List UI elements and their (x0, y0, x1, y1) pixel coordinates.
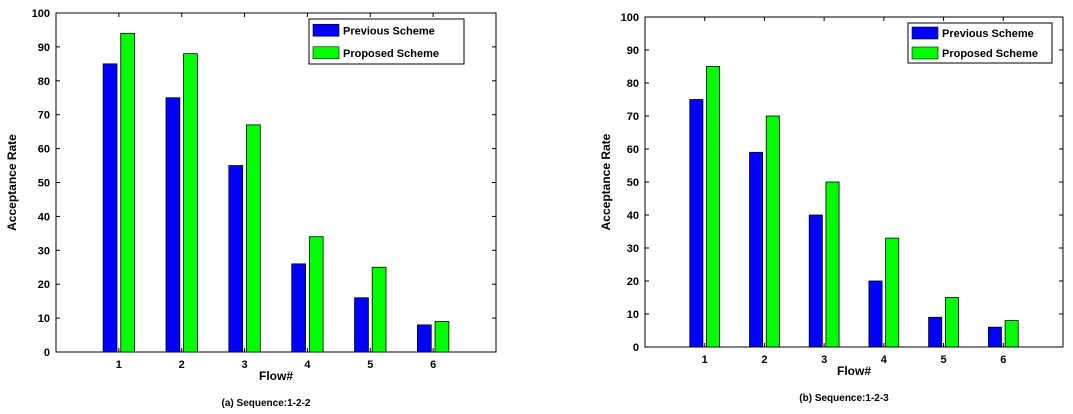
x-tick-label: 1 (702, 354, 708, 366)
legend: Previous Scheme Proposed Scheme (907, 22, 1053, 64)
bar-previous-flow-1 (689, 99, 704, 348)
y-tick-label: 80 (627, 78, 639, 90)
y-tick-label: 0 (44, 347, 50, 359)
y-tick-label: 10 (627, 309, 639, 321)
x-tick-label: 2 (761, 354, 767, 366)
legend-label: Previous Scheme (343, 25, 435, 37)
x-tick-label: 3 (821, 354, 827, 366)
x-tick-label: 6 (1000, 354, 1006, 366)
y-axis-label: Acceptance Rate (599, 133, 613, 230)
bar-proposed-flow-3 (246, 124, 261, 353)
x-tick-label: 3 (242, 359, 248, 371)
x-axis-label: Flow# (837, 364, 871, 378)
bar-proposed-flow-4 (885, 237, 900, 348)
x-tick-label: 4 (881, 354, 888, 366)
legend-swatch-proposed (312, 46, 340, 60)
y-tick-label: 30 (38, 245, 50, 257)
bar-previous-flow-5 (928, 316, 943, 348)
bar-previous-flow-2 (749, 151, 764, 348)
bar-proposed-flow-6 (1004, 320, 1019, 348)
chart-panel-b: 0 10 20 30 40 50 60 70 80 90 100 1 2 3 4 5 6 Flow# Accepta… (599, 12, 1064, 404)
y-tick-label: 20 (627, 276, 639, 288)
y-tick-label: 60 (38, 144, 50, 156)
y-tick-label: 40 (627, 210, 639, 222)
bar-proposed-flow-5 (944, 297, 959, 348)
y-tick-label: 20 (38, 279, 50, 291)
bar-proposed-flow-6 (434, 321, 450, 353)
y-tick-label: 60 (627, 144, 639, 156)
x-tick-label: 5 (941, 354, 947, 366)
bar-proposed-flow-1 (706, 66, 721, 348)
bar-previous-flow-6 (417, 324, 432, 353)
bar-proposed-flow-4 (308, 236, 324, 353)
y-tick-label: 70 (38, 110, 50, 122)
bar-previous-flow-3 (808, 214, 823, 348)
y-tick-label: 40 (38, 211, 50, 223)
y-tick-label: 70 (627, 111, 639, 123)
y-tick-label: 0 (633, 342, 639, 354)
legend: Previous Scheme Proposed Scheme (308, 18, 465, 65)
y-tick-label: 30 (627, 243, 639, 255)
bar-proposed-flow-2 (183, 53, 198, 353)
bar-previous-flow-6 (987, 326, 1002, 348)
y-tick-label: 80 (38, 76, 50, 88)
x-tick-label: 1 (116, 359, 122, 371)
bar-previous-flow-1 (102, 63, 118, 353)
y-tick-label: 50 (38, 178, 50, 190)
y-tick-label: 90 (627, 45, 639, 57)
bar-proposed-flow-5 (371, 266, 387, 353)
x-tick-label: 5 (367, 359, 373, 371)
bar-previous-flow-5 (354, 297, 369, 353)
bar-previous-flow-4 (291, 263, 306, 353)
y-axis-label: Acceptance Rate (5, 134, 19, 231)
legend-label: Previous Scheme (942, 28, 1034, 40)
y-tick-label: 90 (38, 42, 50, 54)
x-tick-label: 2 (179, 359, 185, 371)
bar-proposed-flow-2 (765, 115, 780, 348)
legend-swatch-previous (911, 26, 939, 40)
x-tick-label: 6 (430, 359, 436, 371)
legend-swatch-previous (312, 23, 340, 37)
y-tick-label: 50 (627, 177, 639, 189)
legend-swatch-proposed (911, 46, 939, 60)
bar-proposed-flow-1 (120, 32, 135, 353)
legend-label: Proposed Scheme (942, 48, 1038, 60)
bar-previous-flow-3 (228, 165, 244, 353)
y-tick-label: 100 (32, 8, 50, 20)
bar-previous-flow-2 (165, 97, 181, 353)
y-tick-label: 100 (621, 12, 639, 24)
figure-caption: (b) Sequence:1-2-3 (799, 393, 889, 404)
y-tick-label: 10 (38, 313, 50, 325)
legend-label: Proposed Scheme (343, 48, 439, 60)
x-tick-label: 4 (304, 359, 311, 371)
bar-proposed-flow-3 (825, 181, 840, 348)
bar-previous-flow-4 (868, 280, 883, 348)
figure-caption: (a) Sequence:1-2-2 (222, 398, 311, 409)
x-axis-label: Flow# (259, 369, 293, 383)
chart-panel-a: 0 10 20 30 40 50 60 70 80 90 100 1 2 3 4 5 6 Flow# Accepta… (5, 8, 497, 409)
